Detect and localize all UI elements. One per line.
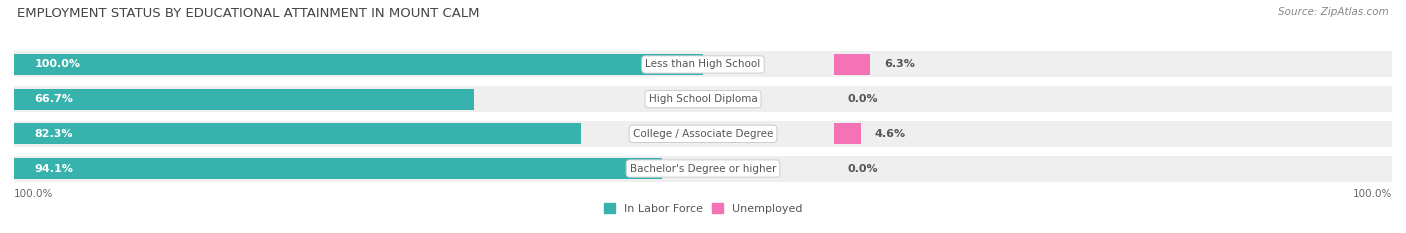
Bar bbox=[14, 89, 474, 110]
Bar bbox=[834, 54, 870, 75]
Bar bbox=[14, 51, 1392, 78]
Bar bbox=[834, 123, 860, 144]
Bar bbox=[14, 155, 1392, 182]
Bar bbox=[14, 86, 1392, 112]
Text: 0.0%: 0.0% bbox=[848, 164, 879, 174]
Text: Less than High School: Less than High School bbox=[645, 59, 761, 69]
Text: Bachelor's Degree or higher: Bachelor's Degree or higher bbox=[630, 164, 776, 174]
Text: EMPLOYMENT STATUS BY EDUCATIONAL ATTAINMENT IN MOUNT CALM: EMPLOYMENT STATUS BY EDUCATIONAL ATTAINM… bbox=[17, 7, 479, 20]
Text: College / Associate Degree: College / Associate Degree bbox=[633, 129, 773, 139]
Bar bbox=[14, 158, 662, 179]
Text: 100.0%: 100.0% bbox=[14, 189, 53, 199]
Text: 0.0%: 0.0% bbox=[848, 94, 879, 104]
Text: 66.7%: 66.7% bbox=[35, 94, 73, 104]
Text: Source: ZipAtlas.com: Source: ZipAtlas.com bbox=[1278, 7, 1389, 17]
Text: 4.6%: 4.6% bbox=[875, 129, 905, 139]
Text: 100.0%: 100.0% bbox=[1353, 189, 1392, 199]
Text: 100.0%: 100.0% bbox=[35, 59, 80, 69]
Text: High School Diploma: High School Diploma bbox=[648, 94, 758, 104]
Text: 94.1%: 94.1% bbox=[35, 164, 73, 174]
Text: 6.3%: 6.3% bbox=[884, 59, 915, 69]
Bar bbox=[14, 121, 1392, 147]
Bar bbox=[14, 54, 703, 75]
Text: 82.3%: 82.3% bbox=[35, 129, 73, 139]
Legend: In Labor Force, Unemployed: In Labor Force, Unemployed bbox=[599, 199, 807, 218]
Bar bbox=[14, 123, 581, 144]
